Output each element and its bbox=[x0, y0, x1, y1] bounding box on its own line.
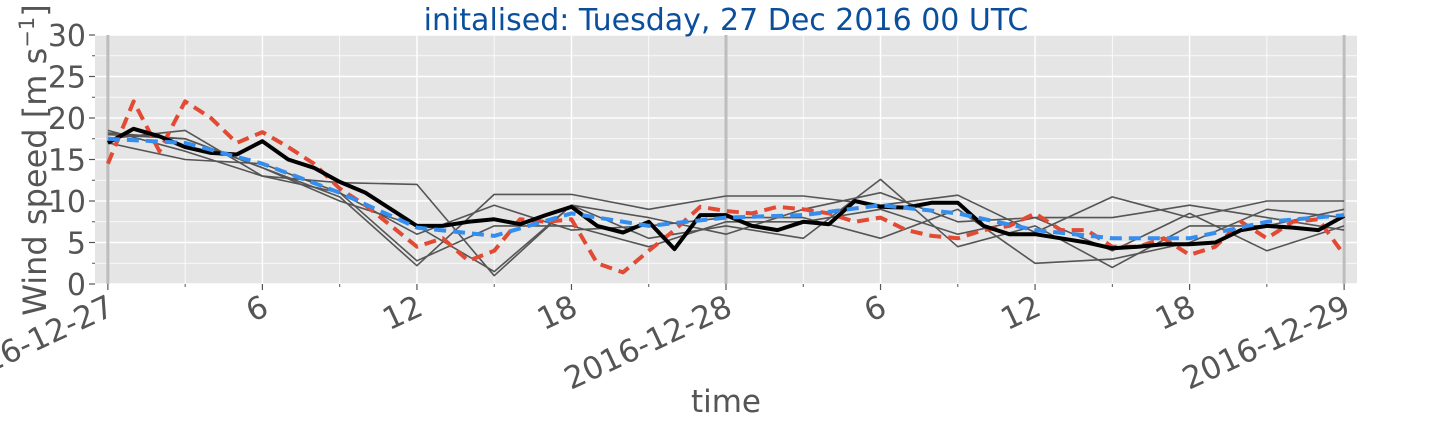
y-label-sup: −1 bbox=[15, 17, 39, 48]
x-tick-label: 6 bbox=[859, 289, 892, 330]
x-tick-label: 18 bbox=[532, 289, 583, 338]
series-line bbox=[106, 126, 1346, 252]
y-tick-label: 30 bbox=[48, 19, 86, 54]
chart-title: initalised: Tuesday, 27 Dec 2016 00 UTC bbox=[424, 3, 1029, 38]
y-tick-label: 0 bbox=[67, 268, 86, 303]
x-tick-label: 12 bbox=[995, 289, 1046, 338]
series-line bbox=[107, 129, 1345, 262]
marks bbox=[106, 99, 1346, 277]
series-line bbox=[106, 99, 1346, 275]
y-tick-label: 25 bbox=[48, 61, 86, 96]
y-tick-label: 20 bbox=[48, 102, 86, 137]
x-tick-label: 2016-12-28 bbox=[559, 289, 738, 398]
x-axis-label: time bbox=[691, 384, 761, 420]
y-tick-label: 5 bbox=[67, 227, 86, 262]
y-label-end: ] bbox=[16, 4, 54, 16]
series-line bbox=[107, 136, 1345, 241]
y-label-text: Wind speed [m s bbox=[16, 48, 54, 316]
y-axis-label: Wind speed [m s−1] bbox=[15, 4, 54, 315]
x-tick-label: 18 bbox=[1150, 289, 1201, 338]
y-tick-label: 10 bbox=[48, 185, 86, 220]
x-tick-label: 2016-12-29 bbox=[1177, 289, 1356, 398]
x-tick-label: 6 bbox=[241, 289, 274, 330]
x-tick-label: 12 bbox=[377, 289, 428, 338]
y-tick-label: 15 bbox=[48, 144, 86, 179]
